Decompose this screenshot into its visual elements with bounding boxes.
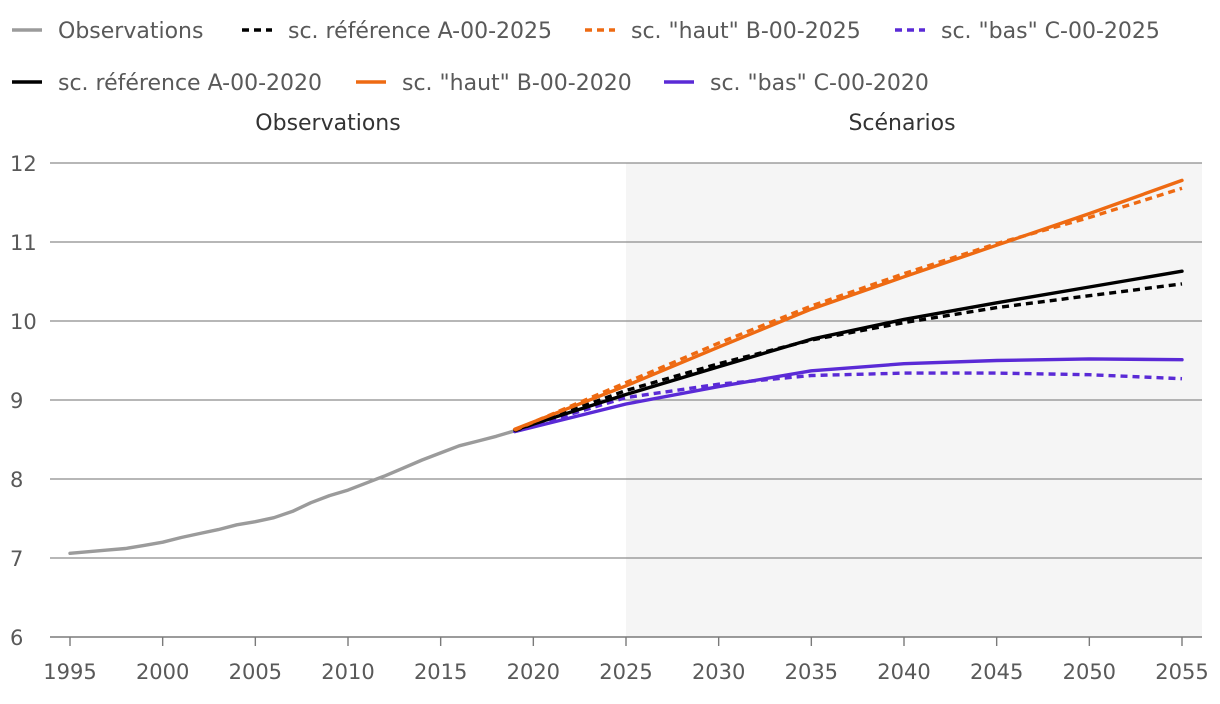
legend-item-4: sc. "bas" C-00-2025 [895, 19, 1160, 44]
tick-labels: 6 7 8 9 10 11 12 1995 2000 2005 2010 2015 2020 2025 20… [10, 152, 1209, 684]
legend-item-2: sc. référence A-00-2025 [242, 19, 552, 44]
legend-item-5: sc. référence A-00-2020 [12, 71, 322, 96]
x-tick-label-2040: 2040 [877, 660, 930, 684]
y-tick-label-7: 7 [10, 547, 23, 571]
legend-label: sc. "haut" B-00-2025 [631, 19, 861, 44]
legend-label: sc. référence A-00-2020 [58, 71, 322, 96]
legend-item-3: sc. "haut" B-00-2025 [585, 19, 861, 44]
y-tick-label-10: 10 [10, 310, 37, 334]
x-tick-label-2030: 2030 [692, 660, 745, 684]
y-tick-label-6: 6 [10, 626, 23, 650]
series-lines [68, 178, 1184, 555]
legend-label: sc. "haut" B-00-2020 [402, 71, 632, 96]
x-tick-label-2015: 2015 [414, 660, 467, 684]
series-line-sc-bas-c-00-2020-solid [513, 357, 1184, 434]
x-axis [69, 637, 1183, 646]
series-line-sc-r-f-rence-a-00-2020-solid [513, 269, 1184, 432]
legend: Observations sc. référence A-00-2025 sc. "… [12, 19, 1160, 96]
series-line-sc-bas-c-00-2025-dashed [514, 371, 1183, 433]
x-tick-label-2005: 2005 [229, 660, 282, 684]
legend-label: sc. référence A-00-2025 [288, 19, 552, 44]
x-tick-label-2050: 2050 [1063, 660, 1116, 684]
legend-item-7: sc. "bas" C-00-2020 [664, 71, 929, 96]
y-tick-label-11: 11 [10, 231, 37, 255]
series-line-sc-r-f-rence-a-00-2025-dashed [514, 282, 1183, 433]
x-tick-label-2045: 2045 [970, 660, 1023, 684]
region-label-observations: Observations [255, 111, 400, 136]
x-tick-label-2020: 2020 [507, 660, 560, 684]
y-tick-label-9: 9 [10, 389, 23, 413]
legend-label: sc. "bas" C-00-2025 [941, 19, 1160, 44]
region-label-sc-narios: Scénarios [848, 111, 955, 136]
y-tick-label-12: 12 [10, 152, 37, 176]
legend-label: sc. "bas" C-00-2020 [710, 71, 929, 96]
x-tick-label-1995: 1995 [43, 660, 96, 684]
series-line-observations-solid [68, 429, 517, 555]
region-labels: Observations Scénarios [255, 111, 955, 136]
x-tick-label-2035: 2035 [785, 660, 838, 684]
y-tick-label-8: 8 [10, 468, 23, 492]
legend-item-1: Observations [12, 19, 203, 44]
legend-item-6: sc. "haut" B-00-2020 [356, 71, 632, 96]
x-tick-label-2025: 2025 [599, 660, 652, 684]
x-tick-label-2000: 2000 [136, 660, 189, 684]
series-line-sc-haut-b-00-2025-dashed [514, 186, 1183, 432]
series-line-sc-haut-b-00-2020-solid [513, 178, 1184, 431]
x-tick-label-2010: 2010 [321, 660, 374, 684]
x-tick-label-2055: 2055 [1155, 660, 1208, 684]
legend-label: Observations [58, 19, 203, 44]
